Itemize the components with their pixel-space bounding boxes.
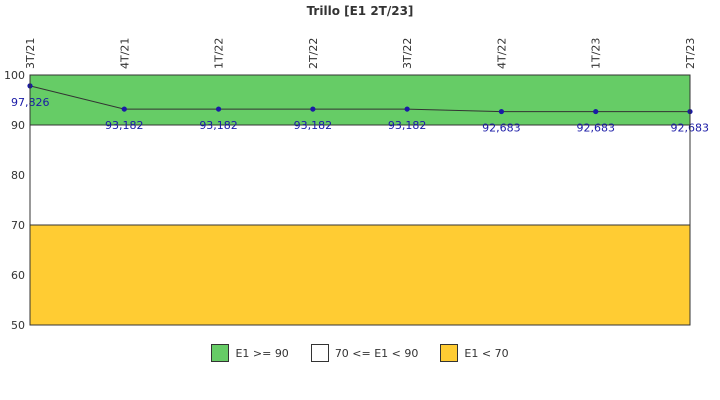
x-tick-label: 3T/21 [24, 38, 37, 69]
data-label: 93,182 [105, 119, 144, 132]
data-label: 93,182 [199, 119, 238, 132]
data-point [121, 106, 127, 112]
x-tick-labels: 3T/21 4T/21 1T/22 2T/22 3T/22 4T/22 1T/23 2T/23 [24, 38, 697, 69]
x-tick-label: 2T/23 [684, 38, 697, 69]
y-tick-label: 70 [11, 219, 25, 232]
data-label: 93,182 [294, 119, 333, 132]
series-line [29, 85, 690, 113]
legend-item: E1 >= 90 [211, 344, 289, 362]
data-point [498, 108, 505, 115]
x-tick-label: 1T/23 [590, 38, 603, 69]
legend-label: 70 <= E1 < 90 [334, 346, 419, 360]
x-tick-label: 4T/22 [495, 38, 508, 69]
chart-area: Trillo [E1 2T/23] 3T/21 4T/21 1T/22 2T/22 3T… [4, 4, 709, 332]
data-label: 92,683 [482, 122, 521, 135]
band-1 [29, 124, 691, 226]
y-tick-label: 50 [11, 319, 25, 332]
band-2 [29, 224, 691, 326]
data-label: 93,182 [388, 119, 427, 132]
data-label: 92,683 [576, 122, 615, 135]
legend-label: E1 < 70 [464, 346, 509, 360]
band-0 [29, 74, 691, 126]
x-tick-label: 1T/22 [213, 38, 226, 69]
plot-frame [29, 74, 691, 326]
y-tick-labels: 50 60 70 80 90 100 [4, 69, 25, 332]
chart-title: Trillo [E1 2T/23] [307, 4, 414, 18]
legend-swatch [310, 344, 329, 362]
legend-swatch [211, 344, 230, 362]
legend: E1 >= 90 70 <= E1 < 90 E1 < 70 [0, 344, 720, 362]
x-tick-label: 2T/22 [307, 38, 320, 69]
data-point [310, 106, 316, 112]
legend-swatch [440, 344, 459, 362]
y-tick-label: 90 [11, 119, 25, 132]
data-point [404, 106, 410, 112]
legend-item: 70 <= E1 < 90 [310, 344, 419, 362]
data-point [215, 106, 222, 112]
threshold-bands [29, 74, 691, 326]
y-tick-label: 60 [11, 269, 25, 282]
y-tick-label: 100 [4, 69, 25, 82]
legend-item: E1 < 70 [440, 344, 509, 362]
x-tick-label: 3T/22 [401, 38, 414, 69]
data-point [593, 108, 599, 115]
x-tick-label: 4T/21 [118, 38, 131, 69]
legend-label: E1 >= 90 [235, 346, 289, 360]
y-tick-label: 80 [11, 169, 25, 182]
